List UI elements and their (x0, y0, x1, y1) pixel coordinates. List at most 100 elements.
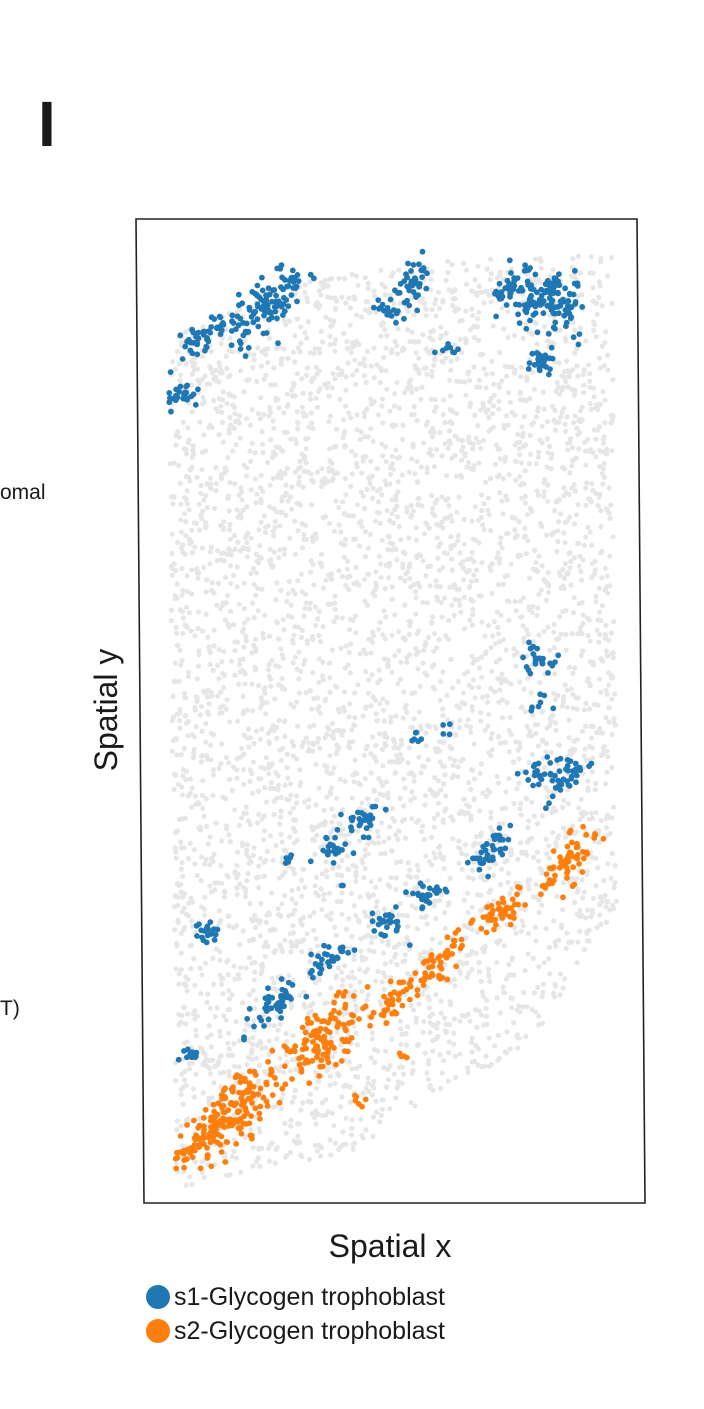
background-spot (343, 403, 349, 409)
background-spot (456, 811, 462, 817)
background-spot (224, 697, 230, 703)
background-spot (590, 755, 596, 761)
background-spot (220, 389, 226, 395)
series-1-point (537, 774, 544, 781)
background-spot (499, 378, 505, 384)
background-spot (468, 786, 474, 792)
background-spot (508, 681, 514, 687)
background-spot (367, 481, 373, 487)
background-spot (215, 880, 221, 886)
background-spot (435, 811, 441, 818)
background-spot (204, 1034, 210, 1041)
background-spot (499, 498, 505, 504)
background-spot (537, 520, 544, 527)
background-spot (353, 1003, 359, 1009)
background-spot (179, 1012, 185, 1019)
background-spot (259, 441, 266, 448)
background-spot (367, 309, 373, 315)
background-spot (245, 547, 251, 553)
background-spot (324, 385, 330, 391)
series-1-point (259, 287, 266, 294)
background-spot (379, 979, 385, 985)
background-spot (581, 753, 587, 759)
background-spot (469, 927, 475, 933)
background-spot (479, 508, 485, 514)
background-spot (268, 780, 274, 786)
background-spot (400, 422, 406, 428)
background-spot (484, 266, 490, 272)
background-spot (413, 386, 420, 392)
background-spot (457, 717, 463, 724)
background-spot (193, 1071, 199, 1077)
background-spot (364, 796, 370, 802)
background-spot (479, 522, 486, 528)
background-spot (488, 685, 494, 692)
background-spot (259, 816, 265, 822)
background-spot (177, 717, 183, 724)
background-spot (442, 910, 448, 916)
background-spot (217, 920, 223, 926)
background-spot (442, 772, 448, 778)
background-spot (502, 676, 508, 683)
background-spot (255, 345, 261, 351)
background-spot (284, 598, 290, 604)
background-spot (332, 376, 338, 382)
background-spot (474, 834, 480, 840)
background-spot (269, 890, 275, 896)
background-spot (482, 1063, 488, 1069)
background-spot (226, 996, 233, 1002)
background-spot (483, 385, 489, 391)
background-spot (276, 444, 282, 450)
background-spot (353, 1065, 360, 1071)
background-spot (193, 1027, 199, 1033)
background-spot (361, 373, 367, 379)
background-spot (379, 1097, 385, 1103)
background-spot (326, 520, 333, 527)
background-spot (383, 459, 389, 465)
background-spot (587, 378, 593, 384)
background-spot (532, 924, 538, 930)
background-spot (229, 787, 235, 794)
background-spot (234, 767, 240, 773)
background-spot (345, 360, 351, 366)
background-spot (606, 719, 612, 725)
background-spot (490, 424, 496, 430)
background-spot (483, 371, 489, 377)
background-spot (228, 658, 234, 664)
background-spot (515, 431, 521, 438)
series-1-point (286, 277, 293, 284)
background-spot (407, 576, 413, 582)
background-spot (217, 957, 223, 963)
background-spot (479, 694, 486, 700)
background-spot (292, 624, 298, 630)
background-spot (227, 415, 233, 421)
background-spot (373, 711, 379, 717)
background-spot (360, 713, 366, 719)
background-spot (308, 1099, 314, 1105)
background-spot (295, 939, 301, 945)
background-spot (432, 686, 438, 692)
background-spot (198, 482, 204, 488)
background-spot (522, 525, 528, 531)
background-spot (529, 799, 535, 806)
background-spot (534, 849, 540, 856)
background-spot (602, 397, 608, 403)
series-1-point (416, 261, 422, 268)
background-spot (554, 548, 560, 555)
background-spot (180, 894, 186, 900)
background-spot (370, 1133, 376, 1139)
background-spot (492, 689, 498, 695)
background-spot (183, 1182, 189, 1188)
background-spot (318, 292, 324, 298)
background-spot (229, 349, 236, 355)
background-spot (242, 337, 248, 343)
background-spot (503, 373, 510, 379)
background-spot (347, 670, 353, 676)
background-spot (581, 390, 587, 396)
background-spot (524, 511, 531, 518)
background-spot (395, 836, 401, 843)
background-spot (168, 494, 174, 500)
background-spot (377, 1119, 383, 1125)
background-spot (446, 438, 452, 444)
background-spot (475, 423, 481, 429)
